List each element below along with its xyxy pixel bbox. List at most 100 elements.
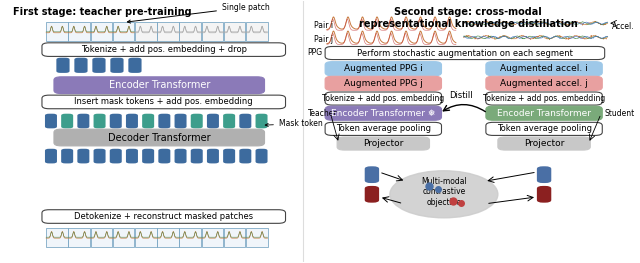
FancyBboxPatch shape [158, 149, 170, 163]
FancyBboxPatch shape [486, 106, 602, 120]
FancyBboxPatch shape [56, 58, 70, 73]
FancyBboxPatch shape [365, 186, 379, 203]
Bar [224, 228, 245, 247]
FancyBboxPatch shape [42, 210, 285, 223]
FancyBboxPatch shape [255, 149, 268, 163]
Text: Pair i: Pair i [314, 21, 333, 30]
FancyBboxPatch shape [191, 114, 203, 128]
FancyBboxPatch shape [337, 137, 429, 150]
Bar [90, 22, 112, 41]
FancyBboxPatch shape [255, 114, 268, 128]
Bar [202, 228, 223, 247]
Text: Pair j: Pair j [314, 36, 333, 44]
FancyBboxPatch shape [93, 114, 106, 128]
FancyBboxPatch shape [537, 166, 551, 183]
Text: Second stage: cross-modal
representational knowledge distillation: Second stage: cross-modal representation… [358, 7, 577, 29]
Text: Tokenize + add pos. embedding: Tokenize + add pos. embedding [483, 94, 605, 103]
FancyBboxPatch shape [45, 149, 57, 163]
Text: Multi-modal
contrastive
objective: Multi-modal contrastive objective [421, 177, 467, 206]
FancyBboxPatch shape [486, 76, 602, 90]
Bar [224, 22, 245, 41]
FancyBboxPatch shape [325, 62, 442, 76]
FancyBboxPatch shape [537, 186, 551, 203]
FancyBboxPatch shape [45, 114, 57, 128]
Text: Distill: Distill [449, 91, 473, 100]
Bar [113, 22, 134, 41]
Text: Student: Student [604, 109, 634, 118]
Text: First stage: teacher pre-training: First stage: teacher pre-training [13, 7, 191, 17]
FancyBboxPatch shape [325, 122, 442, 135]
FancyBboxPatch shape [42, 43, 285, 57]
Text: Single patch: Single patch [127, 3, 269, 23]
Bar [46, 22, 68, 41]
FancyBboxPatch shape [223, 149, 235, 163]
FancyBboxPatch shape [77, 149, 90, 163]
Bar [202, 22, 223, 41]
FancyBboxPatch shape [325, 92, 442, 105]
FancyBboxPatch shape [61, 149, 73, 163]
FancyBboxPatch shape [54, 77, 264, 94]
FancyBboxPatch shape [325, 106, 442, 120]
FancyBboxPatch shape [365, 166, 379, 183]
FancyBboxPatch shape [207, 149, 219, 163]
FancyBboxPatch shape [110, 58, 124, 73]
Text: Teacher: Teacher [308, 109, 337, 118]
FancyBboxPatch shape [109, 114, 122, 128]
Bar [113, 228, 134, 247]
Text: Token average pooling: Token average pooling [497, 124, 591, 133]
FancyBboxPatch shape [126, 114, 138, 128]
FancyBboxPatch shape [175, 149, 186, 163]
FancyBboxPatch shape [93, 149, 106, 163]
FancyBboxPatch shape [175, 114, 186, 128]
FancyBboxPatch shape [142, 114, 154, 128]
Bar [246, 22, 268, 41]
FancyBboxPatch shape [109, 149, 122, 163]
Text: Augmented accel. i: Augmented accel. i [500, 64, 588, 73]
FancyBboxPatch shape [158, 114, 170, 128]
Bar [135, 22, 157, 41]
Bar [157, 228, 179, 247]
FancyBboxPatch shape [74, 58, 88, 73]
Text: Encoder Transformer: Encoder Transformer [497, 109, 591, 118]
FancyBboxPatch shape [129, 58, 141, 73]
FancyBboxPatch shape [325, 76, 442, 90]
FancyBboxPatch shape [239, 149, 252, 163]
FancyBboxPatch shape [486, 122, 602, 135]
FancyBboxPatch shape [126, 149, 138, 163]
Text: Perform stochastic augmentation on each segment: Perform stochastic augmentation on each … [357, 48, 573, 58]
Bar [68, 22, 90, 41]
Bar [179, 22, 201, 41]
FancyBboxPatch shape [325, 47, 605, 59]
FancyBboxPatch shape [42, 95, 285, 109]
Text: Augmented PPG i: Augmented PPG i [344, 64, 423, 73]
FancyBboxPatch shape [239, 114, 252, 128]
Text: Tokenize + add pos. embedding + drop: Tokenize + add pos. embedding + drop [81, 45, 247, 54]
FancyBboxPatch shape [207, 114, 219, 128]
FancyBboxPatch shape [92, 58, 106, 73]
Text: Token average pooling: Token average pooling [336, 124, 431, 133]
Text: Decoder Transformer: Decoder Transformer [108, 133, 211, 143]
Bar [68, 228, 90, 247]
Bar [90, 228, 112, 247]
FancyBboxPatch shape [486, 92, 602, 105]
FancyBboxPatch shape [54, 129, 264, 146]
Bar [179, 228, 201, 247]
FancyBboxPatch shape [77, 114, 90, 128]
Text: Mask token: Mask token [265, 119, 323, 128]
FancyBboxPatch shape [486, 62, 602, 76]
Text: Encoder Transformer: Encoder Transformer [109, 80, 210, 90]
Text: Insert mask tokens + add pos. embedding: Insert mask tokens + add pos. embedding [74, 97, 253, 107]
Text: Accel.: Accel. [612, 22, 634, 31]
Text: Augmented PPG j: Augmented PPG j [344, 79, 423, 88]
Text: Projector: Projector [524, 139, 564, 148]
Text: Augmented accel. j: Augmented accel. j [500, 79, 588, 88]
Text: Encoder Transformer ❅: Encoder Transformer ❅ [331, 109, 435, 118]
FancyBboxPatch shape [223, 114, 235, 128]
FancyBboxPatch shape [61, 114, 73, 128]
Bar [246, 228, 268, 247]
Bar [157, 22, 179, 41]
Bar [46, 228, 68, 247]
Text: PPG: PPG [308, 48, 323, 57]
Bar [135, 228, 157, 247]
Circle shape [390, 171, 498, 218]
